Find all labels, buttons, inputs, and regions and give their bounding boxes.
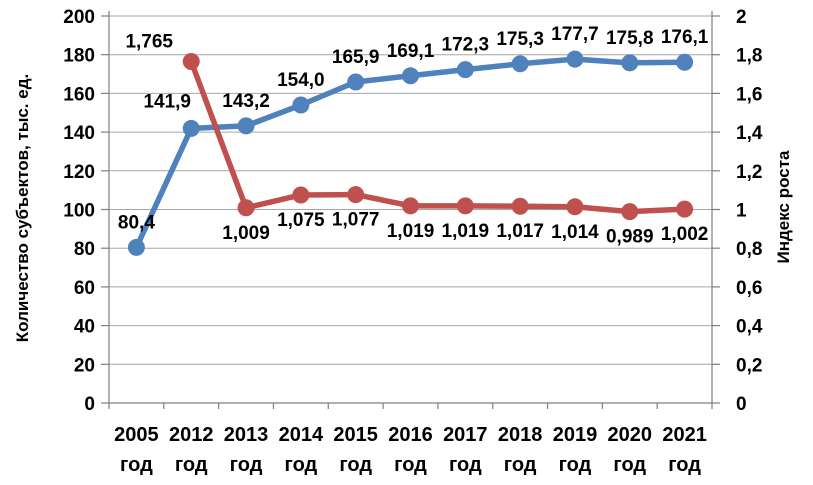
data-label: 1,019	[387, 221, 435, 242]
data-point	[127, 238, 145, 256]
data-label: 176,1	[661, 27, 709, 48]
data-point	[402, 67, 419, 85]
x-axis-suffix-label: год	[120, 454, 153, 476]
right-axis-tick-label: 0,6	[736, 278, 762, 299]
left-axis-tick-label: 180	[63, 46, 95, 67]
x-axis-year-label: 2020	[608, 424, 653, 446]
data-label: 1,077	[332, 210, 380, 231]
right-axis-tick-label: 1,4	[736, 123, 763, 144]
data-point	[292, 96, 310, 114]
left-axis-tick-label: 60	[74, 278, 95, 299]
data-label: 169,1	[387, 41, 435, 62]
x-axis-year-label: 2021	[662, 424, 707, 446]
left-axis-tick-label: 20	[74, 355, 95, 376]
data-point	[566, 198, 584, 216]
data-label: 1,009	[222, 223, 270, 244]
left-axis-tick-label: 200	[63, 7, 95, 28]
x-axis-year-label: 2012	[169, 424, 214, 446]
x-axis-year-label: 2013	[224, 424, 269, 446]
x-axis-suffix-label: год	[449, 454, 482, 476]
right-axis-tick-label: 1,2	[736, 162, 762, 183]
left-axis-tick-label: 100	[63, 201, 95, 222]
data-label: 1,002	[661, 224, 709, 245]
x-axis-suffix-label: год	[285, 454, 318, 476]
data-point	[511, 55, 529, 73]
data-point	[347, 186, 365, 204]
data-point	[402, 197, 419, 215]
x-axis-year-label: 2019	[553, 424, 598, 446]
right-axis-tick-label: 0,8	[736, 239, 762, 260]
data-point	[237, 117, 255, 135]
data-label: 141,9	[143, 91, 191, 112]
data-point	[182, 119, 200, 137]
data-point	[621, 54, 639, 72]
x-axis-year-label: 2015	[333, 424, 378, 446]
data-point	[676, 53, 694, 71]
data-label: 1,075	[277, 210, 325, 231]
data-label: 165,9	[332, 47, 380, 68]
data-point	[456, 61, 474, 79]
right-axis-tick-label: 0	[736, 394, 747, 415]
right-axis-tick-label: 0,2	[736, 355, 762, 376]
data-point	[237, 199, 255, 217]
left-axis-tick-label: 160	[63, 84, 95, 105]
right-axis-tick-label: 1	[736, 201, 747, 222]
x-axis-year-label: 2016	[388, 424, 433, 446]
x-axis-year-label: 2017	[443, 424, 488, 446]
data-point	[292, 186, 310, 204]
data-point	[566, 50, 584, 68]
series-line-1	[188, 58, 688, 215]
x-axis-suffix-label: год	[339, 454, 372, 476]
left-axis-tick-label: 120	[63, 162, 95, 183]
x-axis-year-label: 2005	[114, 424, 159, 446]
data-label: 154,0	[277, 70, 325, 91]
right-axis-tick-label: 0,4	[736, 317, 763, 338]
left-axis-tick-label: 80	[74, 239, 95, 260]
data-point	[511, 197, 529, 215]
x-axis-year-label: 2018	[498, 424, 543, 446]
x-axis-suffix-label: год	[559, 454, 592, 476]
data-label: 143,2	[222, 91, 270, 112]
data-label: 175,8	[606, 28, 654, 49]
right-axis-tick-label: 1,8	[736, 46, 762, 67]
data-label: 172,3	[442, 35, 490, 56]
data-point	[182, 52, 200, 70]
data-label: 0,989	[606, 227, 654, 248]
x-axis-suffix-label: год	[394, 454, 427, 476]
x-axis-year-label: 2014	[279, 424, 324, 446]
x-axis-suffix-label: год	[175, 454, 208, 476]
data-label: 1,765	[125, 31, 173, 52]
x-axis-suffix-label: год	[230, 454, 263, 476]
data-label: 175,3	[496, 29, 544, 50]
right-axis-tick-label: 1,6	[736, 84, 762, 105]
data-point	[676, 200, 694, 218]
data-point	[456, 197, 474, 215]
data-point	[347, 73, 365, 91]
right-axis-tick-label: 2	[736, 7, 747, 28]
data-label: 1,014	[551, 222, 599, 243]
data-label: 1,017	[496, 221, 544, 242]
data-label: 1,019	[442, 221, 490, 242]
series-line-0	[133, 56, 688, 251]
data-label: 177,7	[551, 24, 599, 45]
left-axis-tick-label: 140	[63, 123, 95, 144]
x-axis-suffix-label: год	[504, 454, 537, 476]
data-point	[621, 203, 639, 221]
left-axis-tick-label: 0	[84, 394, 95, 415]
x-axis-suffix-label: год	[613, 454, 646, 476]
left-axis-tick-label: 40	[74, 317, 95, 338]
data-label: 80,4	[118, 212, 155, 233]
x-axis-suffix-label: год	[668, 454, 701, 476]
